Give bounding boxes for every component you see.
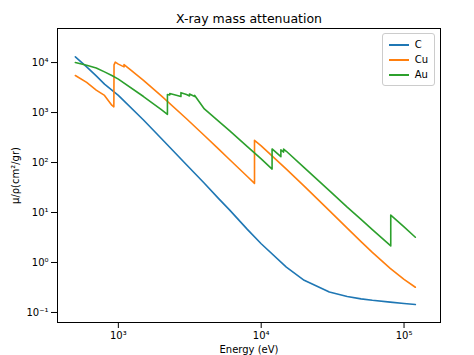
svg-text:Energy (eV): Energy (eV): [220, 344, 279, 355]
svg-text:10⁵: 10⁵: [396, 330, 413, 341]
html-text:Cu: Cu: [414, 54, 428, 65]
svg-text:10⁰: 10⁰: [32, 257, 49, 268]
svg-text:10³: 10³: [110, 330, 127, 341]
svg-text:10²: 10²: [32, 157, 49, 168]
svg-text:10⁻¹: 10⁻¹: [26, 307, 48, 318]
html-text:Au: Au: [414, 69, 428, 80]
html-text:C: C: [414, 39, 422, 50]
svg-text:10¹: 10¹: [32, 207, 49, 218]
svg-text:X-ray mass attenuation: X-ray mass attenuation: [176, 11, 322, 26]
svg-text:10⁴: 10⁴: [32, 57, 49, 68]
svg-text:μ/ρ(cm²/gr): μ/ρ(cm²/gr): [10, 147, 21, 204]
svg-text:10⁴: 10⁴: [253, 330, 270, 341]
svg-text:10³: 10³: [32, 107, 49, 118]
